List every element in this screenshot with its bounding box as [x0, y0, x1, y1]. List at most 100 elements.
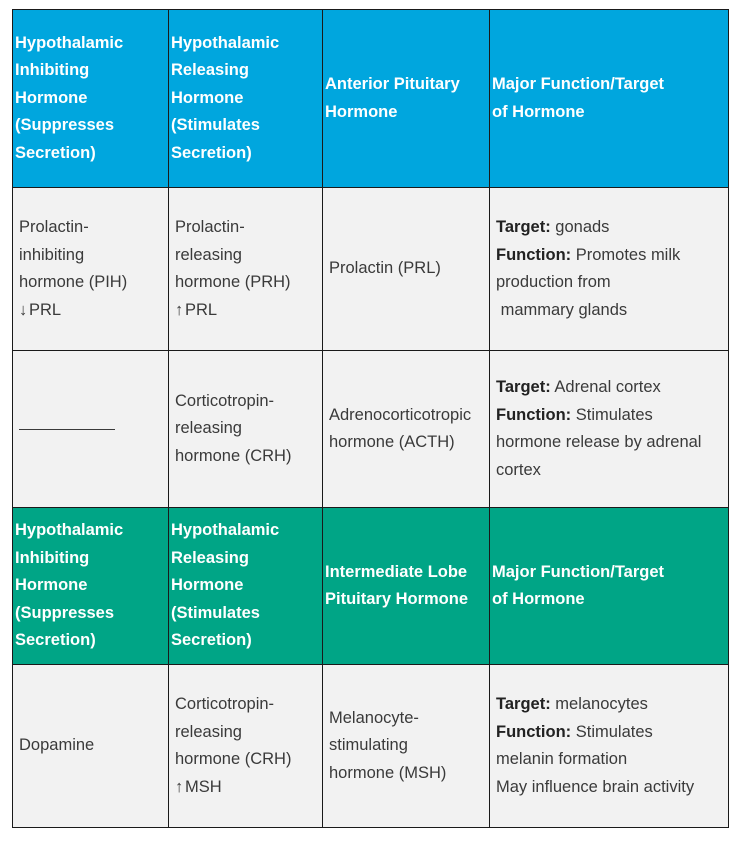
cell-line: Dopamine [19, 736, 95, 755]
header-line: of Hormone [492, 102, 585, 121]
cell-line: hormone release by adrenal [496, 433, 702, 451]
header-line: Secretion) [171, 631, 252, 650]
header-line: Hormone [171, 576, 244, 595]
cell-line: Prolactin- [175, 218, 245, 236]
cell-major-function: Target: gonads Function: Promotes milk p… [489, 187, 729, 351]
cell-line: releasing [175, 722, 242, 741]
header-line: Secretion) [15, 143, 96, 162]
header-line: Hypothalamic [171, 33, 280, 52]
function-line: Function: Stimulates [496, 719, 722, 747]
blank-line [19, 428, 115, 430]
header-line: Hormone [171, 88, 244, 107]
cell-line: Prolactin (PRL) [329, 259, 441, 278]
cell-inhibiting-hormone: Prolactin- inhibiting hormone (PIH) ↓ PRL [12, 187, 169, 351]
cell-pituitary-hormone: Adrenocorticotropic hormone (ACTH) [322, 350, 490, 508]
header-major-function: Major Function/Target of Hormone [489, 507, 729, 665]
up-arrow-icon: ↑ [175, 777, 184, 796]
header-line: (Suppresses [15, 603, 115, 622]
target-label: Target: [496, 695, 551, 713]
effect-line: ↓ PRL [19, 297, 162, 325]
cell-major-function: Target: Adrenal cortex Function: Stimula… [489, 350, 729, 508]
cell-releasing-hormone: Corticotropin- releasing hormone (CRH) [168, 350, 323, 508]
header-line: Hypothalamic [171, 521, 280, 540]
function-value: Stimulates [575, 722, 653, 741]
cell-line: inhibiting [19, 245, 85, 264]
cell-line: hormone (CRH) [175, 750, 292, 768]
header-line: Hormone [325, 102, 398, 121]
cell-releasing-hormone: Corticotropin- releasing hormone (CRH) ↑… [168, 664, 323, 828]
header-intermediate-lobe-hormone: Intermediate Lobe Pituitary Hormone [322, 507, 490, 665]
header-line: Pituitary Hormone [325, 590, 469, 608]
header-line: Secretion) [171, 143, 252, 162]
table-row-msh: Dopamine Corticotropin- releasing hormon… [12, 664, 729, 828]
header-line: Anterior Pituitary [325, 75, 460, 93]
function-label: Function: [496, 245, 572, 264]
header-line: Hypothalamic [15, 521, 124, 540]
cell-line: hormone (PIH) [19, 273, 128, 291]
header-releasing-hormone: Hypothalamic Releasing Hormone (Stimulat… [168, 507, 323, 665]
cell-line: Corticotropin- [175, 695, 275, 713]
header-line: Major Function/Target [492, 562, 665, 581]
header-inhibiting-hormone: Hypothalamic Inhibiting Hormone (Suppres… [12, 507, 169, 665]
header-line: Major Function/Target [492, 75, 665, 93]
function-value: Stimulates [575, 405, 653, 424]
cell-line: cortex [496, 460, 541, 479]
cell-line: hormone (PRH) [175, 273, 291, 291]
effect-line: ↑ PRL [175, 297, 316, 325]
header-line: Hypothalamic [15, 33, 124, 52]
header-row-anterior: Hypothalamic Inhibiting Hormone (Suppres… [12, 9, 729, 188]
target-label: Target: [496, 378, 551, 396]
header-line: (Stimulates [171, 603, 260, 622]
cell-inhibiting-hormone [12, 350, 169, 508]
header-line: Hormone [15, 576, 88, 595]
function-label: Function: [496, 722, 572, 741]
cell-releasing-hormone: Prolactin- releasing hormone (PRH) ↑ PRL [168, 187, 323, 351]
hormone-table: Hypothalamic Inhibiting Hormone (Suppres… [12, 9, 729, 828]
down-arrow-icon: ↓ [19, 300, 28, 319]
cell-inhibiting-hormone: Dopamine [12, 664, 169, 828]
header-line: Hormone [15, 88, 88, 107]
target-line: Target: Adrenal cortex [496, 374, 722, 402]
cell-pituitary-hormone: Melanocyte- stimulating hormone (MSH) [322, 664, 490, 828]
effect-text: MSH [185, 777, 222, 796]
cell-pituitary-hormone: Prolactin (PRL) [322, 187, 490, 351]
effect-line: ↑ MSH [175, 774, 316, 802]
cell-line: hormone (MSH) [329, 763, 447, 782]
up-arrow-icon: ↑ [175, 300, 184, 319]
cell-line: hormone (ACTH) [329, 433, 455, 451]
cell-line: Adrenocorticotropic [329, 405, 472, 424]
header-line: Secretion) [15, 631, 96, 650]
header-line: Releasing [171, 548, 249, 567]
cell-line: May influence brain activity [496, 777, 695, 796]
target-label: Target: [496, 218, 551, 236]
header-line: Releasing [171, 61, 249, 80]
header-line: (Suppresses [15, 116, 115, 135]
header-line: Intermediate Lobe [325, 562, 468, 581]
effect-text: PRL [185, 300, 218, 319]
cell-line: Melanocyte- [329, 708, 419, 727]
cell-line: hormone (CRH) [175, 446, 292, 465]
function-line: Function: Promotes milk [496, 242, 722, 270]
cell-line: stimulating [329, 736, 408, 755]
cell-major-function: Target: melanocytes Function: Stimulates… [489, 664, 729, 828]
header-releasing-hormone: Hypothalamic Releasing Hormone (Stimulat… [168, 9, 323, 188]
target-value: gonads [555, 218, 610, 236]
header-inhibiting-hormone: Hypothalamic Inhibiting Hormone (Suppres… [12, 9, 169, 188]
function-label: Function: [496, 405, 572, 424]
cell-line: mammary glands [496, 300, 628, 319]
header-line: Inhibiting [15, 548, 90, 567]
cell-line: Corticotropin- [175, 391, 275, 410]
function-value: Promotes milk [575, 245, 681, 264]
cell-line: releasing [175, 245, 242, 264]
cell-line: melanin formation [496, 750, 628, 768]
target-line: Target: melanocytes [496, 691, 722, 719]
cell-line: production from [496, 273, 611, 291]
effect-text: PRL [29, 300, 62, 319]
target-line: Target: gonads [496, 214, 722, 242]
header-major-function: Major Function/Target of Hormone [489, 9, 729, 188]
table-row-acth: Corticotropin- releasing hormone (CRH) A… [12, 350, 729, 508]
target-value: melanocytes [555, 695, 648, 713]
target-value: Adrenal cortex [554, 378, 661, 396]
header-line: (Stimulates [171, 116, 260, 135]
cell-line: releasing [175, 419, 242, 438]
